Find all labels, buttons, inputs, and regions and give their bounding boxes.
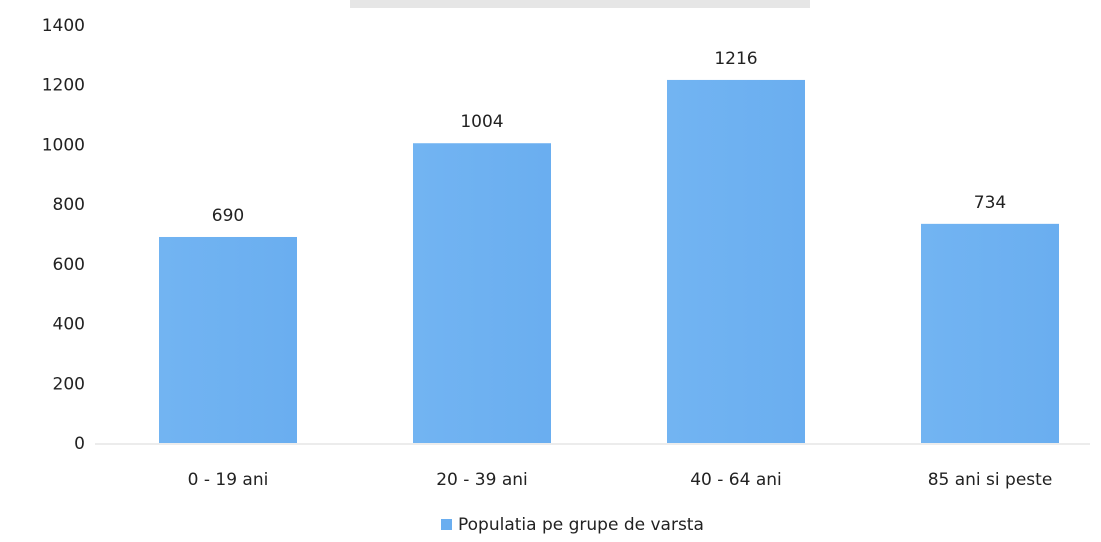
- chart-title-fragment: [350, 0, 810, 8]
- y-tick-label: 800: [53, 195, 85, 215]
- bar: [159, 236, 297, 443]
- bars-group: [159, 79, 1059, 444]
- bar: [413, 143, 551, 443]
- data-label: 734: [974, 193, 1006, 213]
- y-tick-label: 1400: [42, 16, 85, 36]
- y-tick-label: 600: [53, 255, 85, 275]
- y-tick-label: 1200: [42, 76, 85, 96]
- y-tick-label: 400: [53, 315, 85, 335]
- data-labels-group: 690 1004 1216 734: [212, 49, 1006, 226]
- legend-label: Populatia pe grupe de varsta: [458, 515, 704, 535]
- data-label: 690: [212, 206, 244, 226]
- bar: [921, 223, 1059, 443]
- bar: [667, 79, 805, 444]
- y-axis: 0 200 400 600 800 1000 1200 1400: [42, 16, 85, 454]
- category-label: 0 - 19 ani: [188, 470, 269, 490]
- data-label: 1004: [460, 112, 503, 132]
- y-tick-label: 1000: [42, 135, 85, 155]
- y-tick-label: 200: [53, 374, 85, 394]
- data-label: 1216: [714, 49, 757, 69]
- category-label: 85 ani si peste: [928, 470, 1053, 490]
- category-label: 20 - 39 ani: [436, 470, 528, 490]
- category-labels-group: 0 - 19 ani 20 - 39 ani 40 - 64 ani 85 ani s…: [188, 470, 1053, 490]
- y-tick-label: 0: [74, 434, 85, 454]
- title-fragment-smudge: [350, 0, 810, 8]
- category-label: 40 - 64 ani: [690, 470, 782, 490]
- legend-swatch: [441, 519, 452, 530]
- legend: Populatia pe grupe de varsta: [441, 515, 704, 535]
